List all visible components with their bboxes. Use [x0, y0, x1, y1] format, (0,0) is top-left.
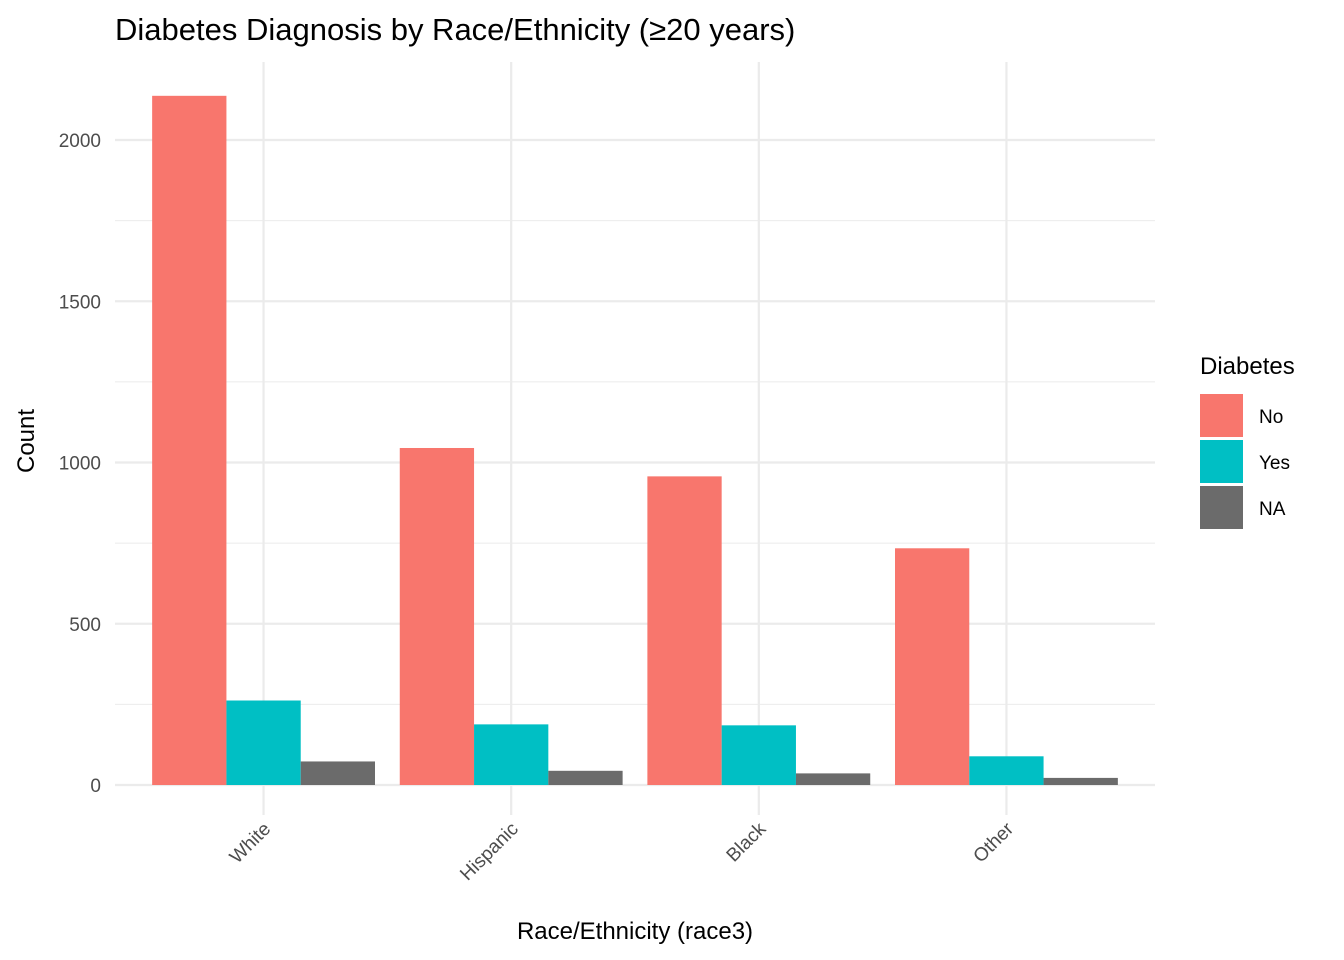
x-tick-label: Other: [970, 818, 1019, 867]
bar-white-na: [300, 761, 375, 785]
bars: [152, 95, 1118, 785]
y-tick-label: 1500: [59, 292, 101, 313]
legend-label-no: No: [1259, 407, 1283, 428]
grid: [115, 62, 1155, 815]
bar-other-yes: [969, 756, 1044, 785]
legend-swatch-yes: [1200, 440, 1243, 483]
chart-title: Diabetes Diagnosis by Race/Ethnicity (≥2…: [115, 12, 795, 47]
x-tick-label: Hispanic: [456, 819, 522, 885]
bar-hispanic-no: [399, 447, 475, 785]
bar-hispanic-yes: [474, 724, 549, 785]
legend-swatch-no: [1200, 394, 1243, 437]
x-tick-label: Black: [723, 818, 771, 866]
y-axis-ticks: 0 500 1000 1500 2000: [59, 131, 101, 797]
legend: Diabetes No Yes NA: [1200, 353, 1295, 529]
legend-label-yes: Yes: [1259, 453, 1290, 474]
legend-swatch-na: [1200, 486, 1243, 529]
y-tick-label: 0: [90, 776, 101, 797]
bar-black-no: [647, 476, 722, 785]
x-tick-label: White: [226, 819, 275, 868]
bar-white-no: [152, 95, 227, 785]
legend-title: Diabetes: [1200, 353, 1295, 380]
bar-black-yes: [721, 725, 796, 785]
legend-items: No Yes NA: [1200, 394, 1290, 529]
bar-hispanic-na: [548, 770, 623, 785]
bar-other-no: [895, 548, 970, 785]
x-axis-title: Race/Ethnicity (race3): [517, 918, 753, 945]
y-tick-label: 2000: [59, 131, 101, 152]
bar-other-na: [1043, 777, 1118, 785]
y-tick-label: 1000: [59, 454, 101, 475]
bar-black-na: [795, 773, 871, 785]
legend-label-na: NA: [1259, 499, 1286, 520]
x-axis-ticks: White Hispanic Black Other: [226, 818, 1019, 885]
bar-white-yes: [226, 700, 301, 785]
y-tick-label: 500: [69, 615, 101, 636]
y-axis-title: Count: [13, 409, 40, 473]
